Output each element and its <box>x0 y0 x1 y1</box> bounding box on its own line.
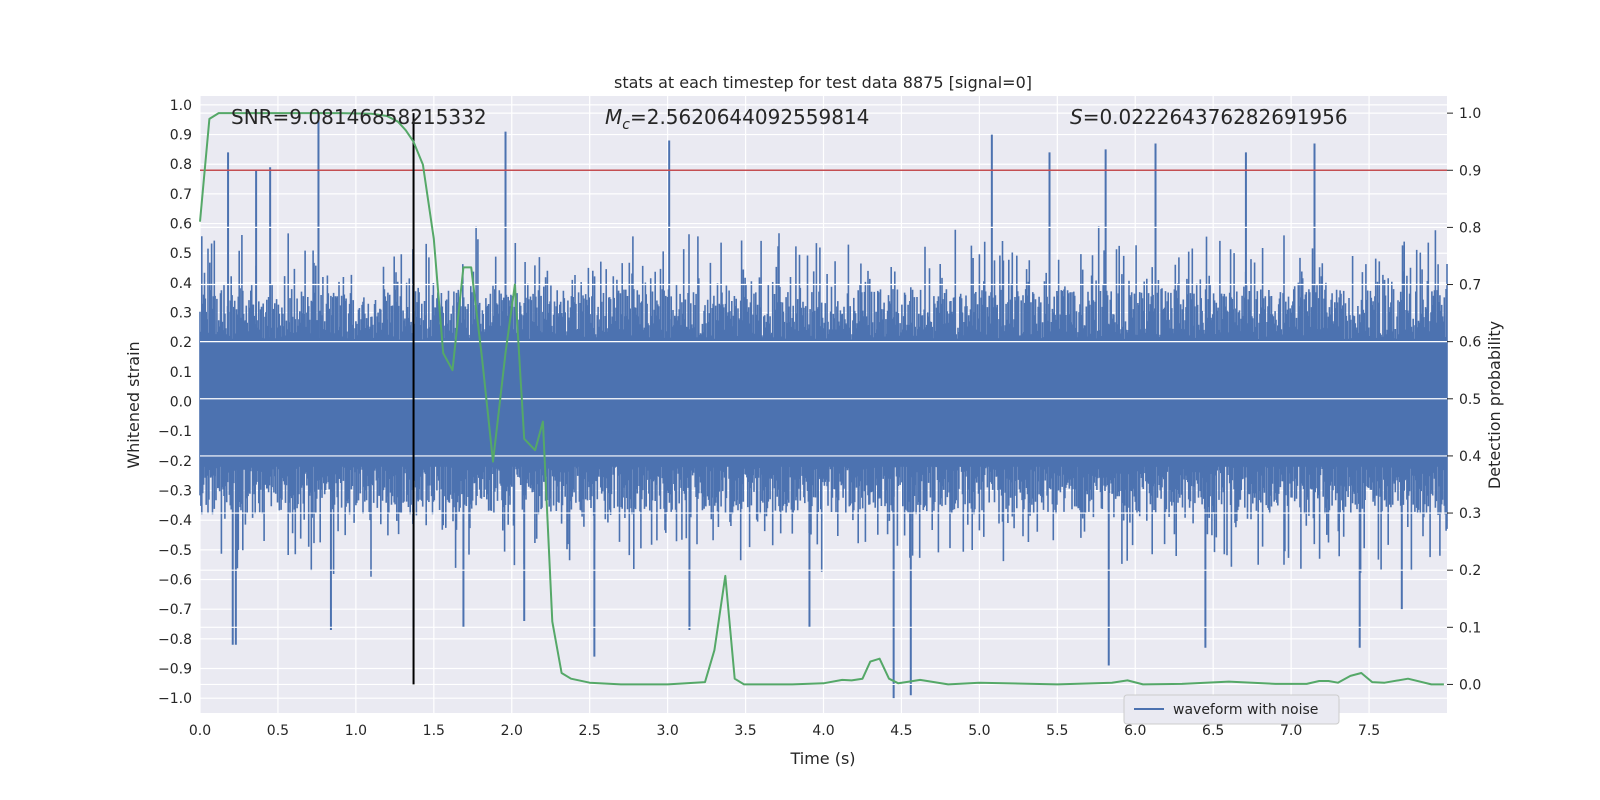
x-tick-label: 6.5 <box>1202 723 1224 739</box>
y-right-tick-label: 0.4 <box>1459 449 1481 465</box>
x-axis-ticks: 0.0 0.5 1.0 1.5 2.0 2.5 3.0 3.5 4.0 4.5 5.0 5.5 6.0 6… <box>189 723 1380 739</box>
y-right-tick-label: 0.0 <box>1459 677 1481 693</box>
y-left-tick-label: 0.5 <box>170 246 192 262</box>
y-left-tick-label: 0.6 <box>170 217 192 233</box>
y-left-tick-label: 0.8 <box>170 157 192 173</box>
y-right-axis-ticks: 1.0 0.9 0.8 0.7 0.6 0.5 0.4 0.3 0.2 0.1 0.0 <box>1447 106 1481 693</box>
x-tick-label: 0.5 <box>267 723 289 739</box>
legend-label: waveform with noise <box>1173 702 1318 718</box>
y-right-tick-label: 0.3 <box>1459 506 1481 522</box>
x-tick-label: 2.0 <box>501 723 523 739</box>
snr-annotation: SNR=9.08146858215332 <box>231 105 487 129</box>
x-tick-label: 3.5 <box>734 723 756 739</box>
x-tick-label: 3.0 <box>656 723 678 739</box>
x-tick-label: 5.5 <box>1046 723 1068 739</box>
y-left-tick-label: −0.4 <box>158 513 192 529</box>
s-value: =0.022264376282691956 <box>1083 105 1348 129</box>
x-tick-label: 7.0 <box>1280 723 1302 739</box>
y-right-tick-label: 0.5 <box>1459 392 1481 408</box>
y-left-axis-label: Whitened strain <box>124 341 143 468</box>
y-left-tick-label: 0.4 <box>170 276 192 292</box>
probability-series <box>199 112 1444 686</box>
x-tick-label: 1.0 <box>345 723 367 739</box>
chart-title: stats at each timestep for test data 887… <box>614 73 1032 92</box>
x-tick-label: 0.0 <box>189 723 211 739</box>
y-right-tick-label: 0.7 <box>1459 278 1481 294</box>
y-left-tick-label: −0.5 <box>158 543 192 559</box>
y-left-tick-label: 0.0 <box>170 395 192 411</box>
x-tick-label: 7.5 <box>1358 723 1380 739</box>
y-left-axis-ticks: 1.0 0.9 0.8 0.7 0.6 0.5 0.4 0.3 0.2 0.1 0.0 −0.1 −0.… <box>158 98 192 707</box>
y-left-tick-label: 0.7 <box>170 187 192 203</box>
x-axis-label: Time (s) <box>789 749 855 768</box>
chirp-mass-symbol: M <box>605 105 622 129</box>
waveform-series <box>199 113 1448 699</box>
y-left-tick-label: −0.3 <box>158 484 192 500</box>
y-left-tick-label: −0.7 <box>158 602 192 618</box>
y-right-tick-label: 1.0 <box>1459 106 1481 122</box>
legend: waveform with noise <box>1123 694 1340 725</box>
x-tick-label: 1.5 <box>423 723 445 739</box>
y-left-tick-label: 0.2 <box>170 335 192 351</box>
s-annotation: S=0.022264376282691956 <box>1070 105 1348 129</box>
legend-box <box>1123 694 1340 725</box>
y-left-tick-label: −0.6 <box>158 573 192 589</box>
y-left-tick-label: −1.0 <box>158 691 192 707</box>
x-tick-label: 4.0 <box>812 723 834 739</box>
x-tick-label: 4.5 <box>890 723 912 739</box>
y-left-tick-label: −0.8 <box>158 632 192 648</box>
y-right-tick-label: 0.8 <box>1459 220 1481 236</box>
x-tick-label: 2.5 <box>579 723 601 739</box>
chirp-mass-annotation: Mc=2.5620644092559814 <box>605 105 869 133</box>
y-left-tick-label: −0.9 <box>158 662 192 678</box>
y-right-tick-label: 0.6 <box>1459 335 1481 351</box>
y-left-tick-label: 0.3 <box>170 306 192 322</box>
y-right-tick-label: 0.2 <box>1459 563 1481 579</box>
y-left-tick-label: −0.2 <box>158 454 192 470</box>
y-left-tick-label: 0.1 <box>170 365 192 381</box>
y-left-tick-label: 1.0 <box>170 98 192 114</box>
x-tick-label: 5.0 <box>968 723 990 739</box>
chirp-mass-subscript: c <box>622 117 630 133</box>
y-left-tick-label: 0.9 <box>170 128 192 144</box>
waveform-core <box>200 348 1447 467</box>
y-right-tick-label: 0.1 <box>1459 620 1481 636</box>
s-symbol: S <box>1070 105 1083 129</box>
x-tick-label: 6.0 <box>1124 723 1146 739</box>
y-right-axis-label: Detection probability <box>1485 321 1504 489</box>
chirp-mass-value: =2.5620644092559814 <box>630 105 869 129</box>
y-left-tick-label: −0.1 <box>158 424 192 440</box>
y-right-tick-label: 0.9 <box>1459 163 1481 179</box>
